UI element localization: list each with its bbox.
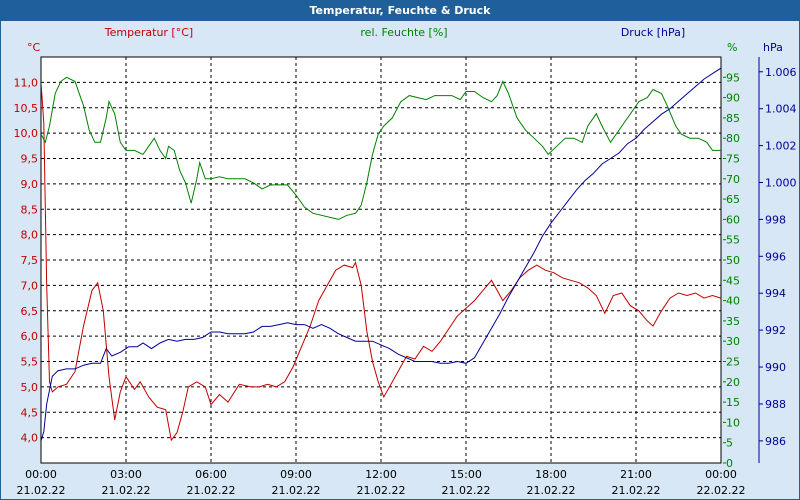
pressure-tick-label: 990	[765, 361, 786, 374]
humidity-tick-label: 20	[726, 376, 740, 389]
series-line-temperature	[41, 82, 721, 442]
temperature-tick-label: 10,0	[14, 127, 39, 140]
legend-humidity: rel. Feuchte [%]	[360, 26, 447, 39]
legend-pressure: Druck [hPa]	[621, 26, 685, 39]
pressure-tick-label: 986	[765, 435, 786, 448]
temperature-tick-label: 4,0	[21, 432, 39, 445]
temperature-tick-label: 9,5	[21, 153, 39, 166]
humidity-tick-label: 95	[726, 71, 740, 84]
pressure-tick-label: 1.004	[765, 103, 797, 116]
series-line-humidity	[41, 76, 721, 220]
humidity-tick-label: 60	[726, 213, 740, 226]
humidity-tick-label: 65	[726, 193, 740, 206]
x-tick-date-label: 21.02.22	[272, 484, 321, 497]
x-tick-date-label: 21.02.22	[442, 484, 491, 497]
x-tick-date-label: 21.02.22	[612, 484, 661, 497]
chart-title: Temperatur, Feuchte & Druck	[1, 1, 799, 21]
pressure-tick-label: 1.006	[765, 66, 797, 79]
temperature-tick-label: 7,5	[21, 254, 39, 267]
humidity-tick-label: 80	[726, 132, 740, 145]
temperature-tick-label: 6,0	[21, 330, 39, 343]
humidity-tick-label: 10	[726, 416, 740, 429]
pressure-tick-label: 998	[765, 213, 786, 226]
series-line-pressure	[41, 67, 721, 442]
temperature-tick-label: 5,0	[21, 381, 39, 394]
humidity-tick-label: 5	[726, 437, 733, 450]
humidity-tick-label: 15	[726, 396, 740, 409]
x-tick-time-label: 21:00	[620, 468, 652, 481]
temperature-tick-label: 4,5	[21, 406, 39, 419]
x-tick-time-label: 00:00	[25, 468, 57, 481]
humidity-tick-label: 35	[726, 315, 740, 328]
x-tick-time-label: 15:00	[450, 468, 482, 481]
x-tick-time-label: 12:00	[365, 468, 397, 481]
humidity-tick-label: 75	[726, 153, 740, 166]
temperature-tick-label: 10,5	[14, 102, 39, 115]
plot-area	[40, 56, 722, 464]
x-tick-time-label: 06:00	[195, 468, 227, 481]
x-tick-time-label: 18:00	[535, 468, 567, 481]
pressure-tick-label: 996	[765, 250, 786, 263]
humidity-tick-label: 30	[726, 335, 740, 348]
chart-canvas: 4,0 4,5 5,0 5,5 6,0 6,5 7,0 7,5 8,0 8,5 9,0 9,5 10,0…	[14, 26, 797, 497]
humidity-tick-label: 0	[726, 457, 733, 470]
temperature-tick-label: 9,0	[21, 178, 39, 191]
temperature-tick-label: 8,0	[21, 229, 39, 242]
x-tick-date-label: 22.02.22	[697, 484, 746, 497]
x-tick-time-label: 00:00	[705, 468, 737, 481]
pressure-tick-label: 1.002	[765, 140, 797, 153]
x-tick-date-label: 21.02.22	[357, 484, 406, 497]
x-tick-date-label: 21.02.22	[17, 484, 66, 497]
humidity-tick-label: 70	[726, 173, 740, 186]
humidity-tick-label: 85	[726, 112, 740, 125]
temperature-unit-label: °C	[27, 41, 41, 54]
humidity-tick-label: 40	[726, 295, 740, 308]
temperature-tick-label: 6,5	[21, 305, 39, 318]
humidity-tick-label: 50	[726, 254, 740, 267]
x-tick-time-label: 03:00	[110, 468, 142, 481]
x-tick-date-label: 21.02.22	[102, 484, 151, 497]
temperature-tick-label: 11,0	[14, 76, 39, 89]
humidity-tick-label: 25	[726, 356, 740, 369]
legend-temperature: Temperatur [°C]	[104, 26, 193, 39]
temperature-tick-label: 5,5	[21, 356, 39, 369]
pressure-unit-label: hPa	[763, 41, 783, 54]
pressure-tick-label: 994	[765, 287, 786, 300]
pressure-tick-label: 988	[765, 398, 786, 411]
humidity-tick-label: 90	[726, 92, 740, 105]
pressure-tick-label: 992	[765, 324, 786, 337]
humidity-unit-label: %	[727, 41, 737, 54]
humidity-tick-label: 55	[726, 234, 740, 247]
x-tick-date-label: 21.02.22	[527, 484, 576, 497]
x-tick-date-label: 21.02.22	[187, 484, 236, 497]
temperature-tick-label: 7,0	[21, 279, 39, 292]
pressure-tick-label: 1.000	[765, 176, 797, 189]
x-tick-time-label: 09:00	[280, 468, 312, 481]
humidity-tick-label: 45	[726, 274, 740, 287]
temperature-tick-label: 8,5	[21, 203, 39, 216]
